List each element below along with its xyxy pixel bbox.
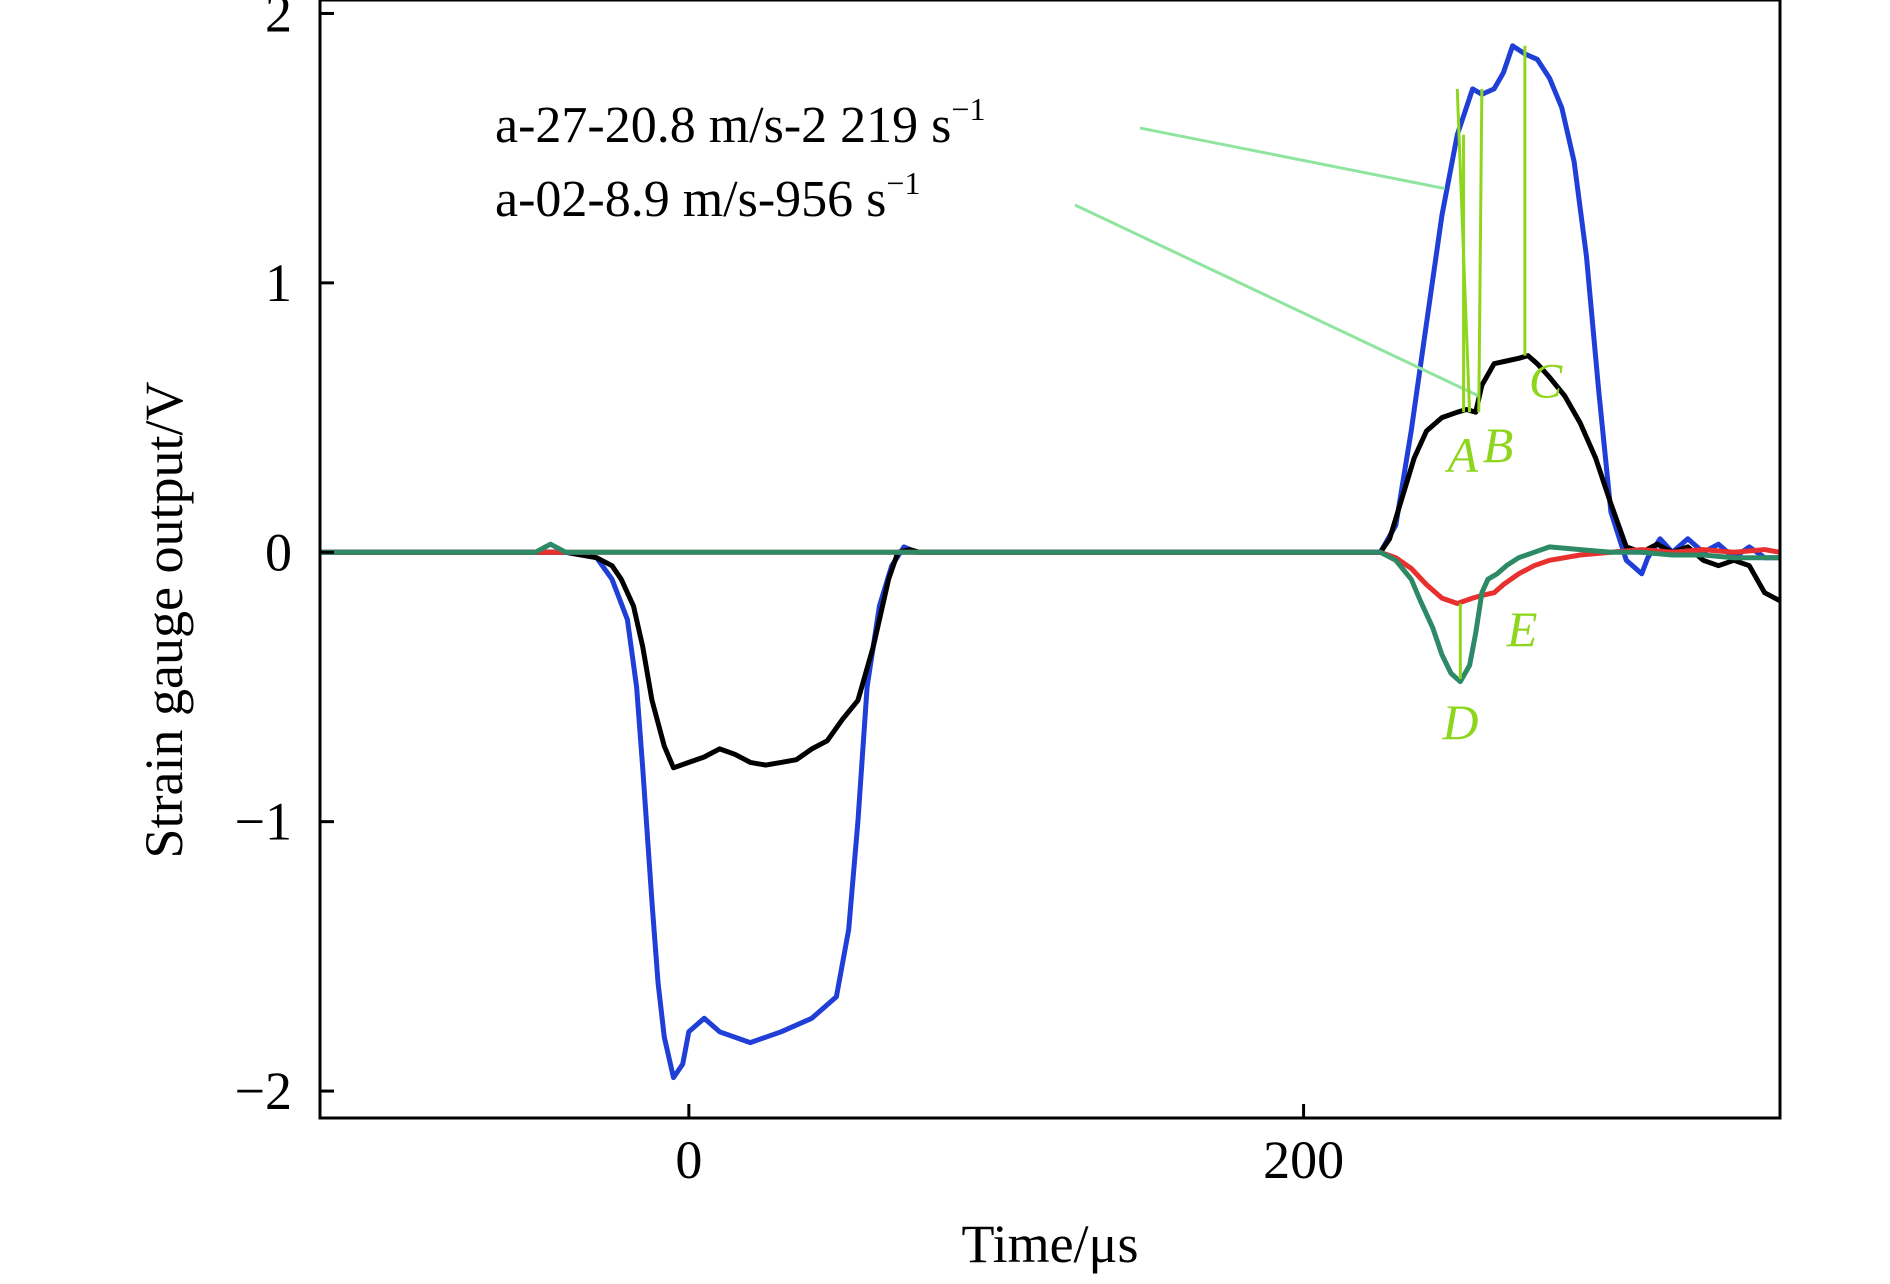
annotation-label-2: a-02-8.9 m/s-956 s−1 — [495, 165, 920, 228]
marker-label-a: A — [1445, 427, 1479, 483]
x-tick-label: 200 — [1263, 1130, 1344, 1190]
leader-layer — [1074, 45, 1527, 679]
marker-label-layer: A BC DE — [1441, 353, 1563, 750]
marker-line-b — [1477, 88, 1484, 413]
series-line-3 — [320, 547, 1781, 606]
tick-layer: 0 200 −2 −1 0 1 2 — [235, 0, 1345, 1190]
series-line-2 — [320, 353, 1782, 771]
annotation-leader-1 — [1139, 126, 1446, 191]
y-tick-label: 1 — [265, 253, 292, 313]
series-layer — [320, 43, 1782, 1081]
marker-label-d: D — [1441, 694, 1478, 750]
series-line-4 — [320, 541, 1780, 685]
y-tick-label: 0 — [265, 522, 292, 582]
marker-label-b: B — [1483, 417, 1514, 473]
plot-frame — [318, 0, 1782, 1120]
marker-label-c: C — [1529, 353, 1563, 409]
annotation-label-1: a-27-20.8 m/s-2 219 s−1 — [495, 91, 985, 154]
y-tick-label: −2 — [235, 1061, 292, 1121]
annotation-sup-2: −1 — [886, 165, 920, 201]
annotation-leader-2 — [1074, 203, 1480, 398]
x-axis-label: Time/μs — [961, 1214, 1138, 1274]
marker-label-e: E — [1506, 601, 1538, 657]
annotation-sup-1: −1 — [951, 91, 985, 127]
y-tick-label: 2 — [265, 0, 292, 43]
x-tick-label: 0 — [675, 1130, 702, 1190]
y-axis-label: Strain gauge output/V — [134, 382, 194, 859]
y-tick-label: −1 — [235, 792, 292, 852]
